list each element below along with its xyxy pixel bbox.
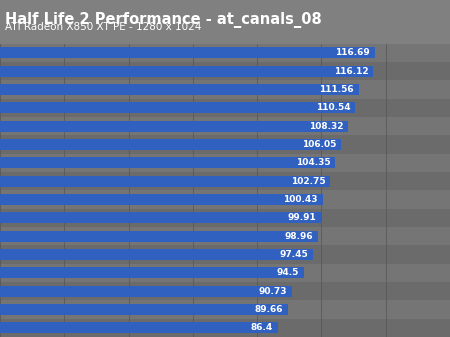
Bar: [0, 249, 313, 260]
Text: 94.5: 94.5: [277, 268, 299, 277]
Text: 111.56: 111.56: [319, 85, 354, 94]
Bar: [0, 304, 288, 315]
Text: 100.43: 100.43: [284, 195, 318, 204]
Bar: [0, 139, 341, 150]
Bar: [0, 322, 278, 333]
Bar: [0, 231, 318, 242]
Text: 90.73: 90.73: [258, 287, 287, 296]
Bar: [0, 319, 450, 337]
Bar: [0, 212, 321, 223]
Bar: [0, 99, 450, 117]
Bar: [0, 157, 335, 168]
Bar: [0, 209, 450, 227]
Bar: [0, 62, 450, 81]
Bar: [0, 48, 375, 58]
Bar: [0, 81, 450, 99]
Bar: [0, 102, 356, 114]
Bar: [0, 227, 450, 245]
Bar: [0, 300, 450, 319]
Bar: [0, 176, 330, 187]
Text: 108.32: 108.32: [309, 122, 343, 131]
Text: 98.96: 98.96: [285, 232, 313, 241]
Text: 97.45: 97.45: [279, 250, 308, 259]
Bar: [0, 154, 450, 172]
Text: Half Life 2 Performance - at_canals_08: Half Life 2 Performance - at_canals_08: [5, 12, 322, 28]
Text: 110.54: 110.54: [316, 103, 351, 113]
Text: 104.35: 104.35: [296, 158, 331, 167]
Bar: [0, 135, 450, 154]
Bar: [0, 286, 292, 297]
Bar: [0, 282, 450, 300]
Text: 116.12: 116.12: [334, 67, 369, 76]
Bar: [0, 267, 304, 278]
Text: 86.4: 86.4: [251, 323, 273, 332]
Bar: [0, 84, 359, 95]
Bar: [0, 121, 348, 132]
Text: ATI Radeon X850 XT PE - 1280 x 1024: ATI Radeon X850 XT PE - 1280 x 1024: [5, 22, 202, 32]
Bar: [0, 66, 373, 77]
Text: 116.69: 116.69: [336, 49, 370, 58]
Bar: [0, 264, 450, 282]
Text: 89.66: 89.66: [255, 305, 284, 314]
Bar: [0, 190, 450, 209]
Text: 106.05: 106.05: [302, 140, 336, 149]
Bar: [0, 194, 323, 205]
Bar: [0, 245, 450, 264]
Text: 99.91: 99.91: [288, 213, 316, 222]
Bar: [0, 44, 450, 62]
Text: 102.75: 102.75: [291, 177, 325, 186]
Bar: [0, 172, 450, 190]
Bar: [0, 117, 450, 135]
